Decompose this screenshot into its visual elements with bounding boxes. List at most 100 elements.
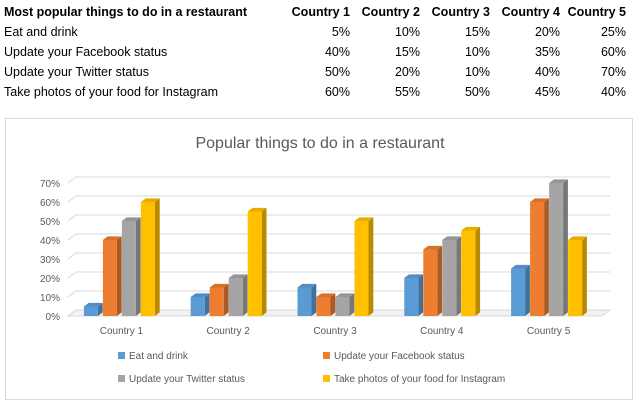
bar[interactable]	[335, 297, 350, 316]
table-header-country-4[interactable]: Country 4	[501, 5, 560, 19]
y-tick-label: 20%	[40, 274, 60, 285]
gridline-depth	[67, 195, 77, 203]
y-tick-label: 50%	[40, 217, 60, 228]
bar-side	[582, 236, 587, 316]
bar-side	[242, 274, 248, 316]
table-cell[interactable]: 35%	[534, 45, 560, 59]
bar-top	[247, 207, 267, 212]
legend-swatch	[323, 375, 330, 382]
legend-label[interactable]: Update your Facebook status	[334, 351, 465, 362]
table-cell[interactable]: 40%	[324, 45, 350, 59]
table-cell[interactable]: 5%	[331, 25, 350, 39]
table-cell[interactable]: 60%	[600, 45, 626, 59]
table-header-country-1[interactable]: Country 1	[291, 5, 350, 19]
bar[interactable]	[190, 297, 205, 316]
bar-top	[83, 302, 103, 307]
bar-side	[349, 293, 355, 316]
table-cell[interactable]: 50%	[464, 85, 490, 99]
gridline-depth	[67, 271, 77, 279]
table-cell[interactable]: 55%	[394, 85, 420, 99]
table-row-label[interactable]: Update your Facebook status	[4, 45, 168, 59]
bar[interactable]	[247, 211, 262, 317]
bar[interactable]	[549, 183, 564, 316]
bar-top	[568, 236, 587, 240]
bar[interactable]	[228, 278, 243, 316]
bar[interactable]	[511, 268, 526, 317]
table-cell[interactable]: 45%	[534, 85, 560, 99]
table-row-label[interactable]: Eat and drink	[4, 25, 78, 39]
y-tick-label: 10%	[40, 293, 60, 304]
gridline-depth	[67, 176, 77, 184]
table-row-label[interactable]: Update your Twitter status	[4, 65, 149, 79]
legend-swatch	[118, 352, 125, 359]
bar[interactable]	[423, 249, 438, 317]
bar-side	[135, 217, 141, 316]
table-row: Update your Facebook status 40% 15% 10% …	[4, 42, 626, 62]
legend-label[interactable]: Take photos of your food for Instagram	[334, 374, 505, 385]
bar-top	[354, 217, 374, 221]
table-cell[interactable]: 15%	[464, 25, 490, 39]
bar[interactable]	[297, 287, 312, 317]
legend-label[interactable]: Update your Twitter status	[129, 374, 245, 385]
table-cell[interactable]: 10%	[464, 65, 490, 79]
bar-top	[190, 293, 210, 297]
bar[interactable]	[209, 287, 224, 317]
bar[interactable]	[568, 240, 583, 316]
y-tick-label: 60%	[40, 198, 60, 209]
bar[interactable]	[442, 240, 457, 316]
table-header-title[interactable]: Most popular things to do in a restauran…	[4, 5, 248, 19]
table-header-country-5[interactable]: Country 5	[567, 5, 626, 19]
table-row-label[interactable]: Take photos of your food for Instagram	[4, 85, 219, 99]
y-tick-label: 40%	[40, 236, 60, 247]
table-cell[interactable]: 20%	[534, 25, 560, 39]
table-header-country-2[interactable]: Country 2	[361, 5, 420, 19]
table-row: Eat and drink 5% 10% 15% 20% 25%	[4, 22, 626, 42]
bar[interactable]	[140, 202, 155, 316]
bar-top	[102, 236, 122, 240]
bar-side	[204, 293, 210, 316]
x-tick-label: Country 5	[527, 326, 571, 337]
bar-top	[461, 226, 481, 231]
table-row: Update your Twitter status 50% 20% 10% 4…	[4, 62, 626, 82]
chart-svg: Popular things to do in a restaurant 0% 10…	[40, 135, 612, 385]
table-cell[interactable]: 40%	[600, 85, 626, 99]
bar[interactable]	[354, 221, 369, 316]
bar[interactable]	[121, 221, 136, 316]
table-cell[interactable]: 50%	[324, 65, 350, 79]
table-cell[interactable]: 60%	[324, 85, 350, 99]
table-cell[interactable]: 40%	[534, 65, 560, 79]
table-cell[interactable]: 15%	[394, 45, 420, 59]
bar-side	[544, 198, 549, 316]
table-cell[interactable]: 25%	[600, 25, 626, 39]
bar-top	[511, 264, 530, 269]
bar-top	[228, 274, 248, 278]
bar[interactable]	[404, 278, 419, 316]
legend-label[interactable]: Eat and drink	[129, 351, 189, 362]
bar-top	[140, 198, 160, 202]
gridline-depth	[67, 233, 77, 241]
bar[interactable]	[83, 306, 98, 317]
table-cell[interactable]: 10%	[394, 25, 420, 39]
x-tick-label: Country 3	[313, 326, 357, 337]
bar-side	[261, 207, 267, 316]
x-tick-label: Country 4	[420, 326, 464, 337]
bar[interactable]	[461, 230, 476, 317]
bar-side	[456, 236, 462, 316]
table-cell[interactable]: 70%	[600, 65, 626, 79]
table-cell[interactable]: 10%	[464, 45, 490, 59]
table-row: Take photos of your food for Instagram 6…	[4, 82, 626, 102]
bar-side	[525, 264, 530, 316]
chart-title: Popular things to do in a restaurant	[195, 135, 445, 152]
bar-side	[563, 179, 568, 316]
chart-area[interactable]: Popular things to do in a restaurant 0% 10…	[5, 118, 633, 400]
table-header-row: Most popular things to do in a restauran…	[4, 2, 626, 22]
bar-side	[330, 293, 336, 316]
bar-top	[423, 245, 443, 250]
gridline-depth	[67, 214, 77, 222]
bar[interactable]	[316, 297, 331, 316]
bar-top	[442, 236, 462, 240]
bar[interactable]	[530, 202, 545, 316]
table-cell[interactable]: 20%	[394, 65, 420, 79]
table-header-country-3[interactable]: Country 3	[431, 5, 490, 19]
bar[interactable]	[102, 240, 117, 316]
